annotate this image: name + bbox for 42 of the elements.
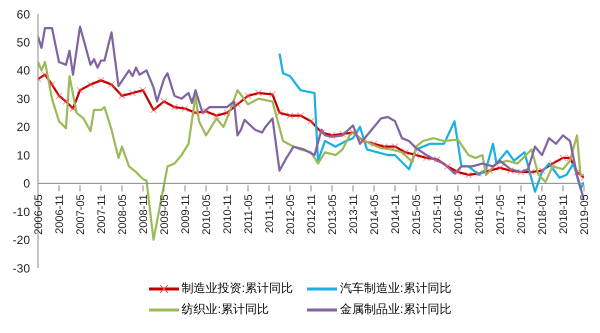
x-tick-label: 2010-05 [201, 194, 213, 235]
x-tick-label: 2011-05 [243, 194, 255, 234]
y-tick-label: 60 [16, 7, 30, 22]
y-tick-label: 20 [16, 120, 30, 134]
legend-label: 汽车制造业:累计同比 [340, 280, 452, 297]
x-tick-label: 2007-11 [96, 194, 108, 234]
x-tick-label: 2015-05 [411, 194, 423, 235]
y-tick-label: 0 [23, 176, 30, 191]
y-tick-label: -30 [12, 261, 30, 276]
x-tick-label: 2018-11 [558, 194, 570, 234]
x-tick-label: 2015-11 [432, 194, 444, 234]
y-tick-label: 10 [16, 148, 30, 162]
y-tick-label: -10 [12, 204, 30, 219]
line-series [278, 52, 584, 193]
x-tick-label: 2009-11 [180, 194, 192, 234]
x-tick-label: 2014-05 [369, 194, 381, 235]
legend-label: 金属制品业:累计同比 [340, 301, 452, 318]
x-tick-label: 2019-05 [579, 194, 591, 235]
x-tick-label: 2012-05 [285, 194, 297, 235]
x-tick-label: 2018-05 [537, 194, 549, 235]
legend-label: 纺织业:累计同比 [182, 301, 269, 318]
x-tick-label: 2007-05 [75, 194, 87, 235]
x-tick-label: 2009-05 [159, 194, 171, 235]
x-tick-label: 2016-05 [453, 194, 465, 235]
x-tick-label: 2017-05 [495, 194, 507, 235]
legend-label: 制造业投资:累计同比 [182, 280, 293, 297]
x-tick-label: 2010-11 [222, 194, 234, 234]
x-tick-label: 2011-11 [264, 194, 276, 234]
x-tick-label: 2006-05 [33, 194, 45, 235]
x-tick-label: 2008-11 [138, 194, 150, 234]
y-tick-label: -20 [12, 233, 30, 248]
x-tick-label: 2012-11 [306, 194, 318, 234]
x-tick-label: 2016-11 [474, 194, 486, 234]
x-tick-label: 2006-11 [54, 194, 66, 234]
y-tick-label: 50 [16, 35, 30, 50]
y-tick-label: 30 [16, 92, 30, 106]
x-tick-label: 2014-11 [390, 194, 402, 234]
x-tick-label: 2017-11 [516, 194, 528, 234]
x-tick-label: 2013-05 [327, 194, 339, 235]
x-tick-label: 2008-05 [117, 194, 129, 235]
y-tick-label: 40 [16, 64, 30, 78]
x-tick-label: 2013-11 [348, 194, 360, 234]
